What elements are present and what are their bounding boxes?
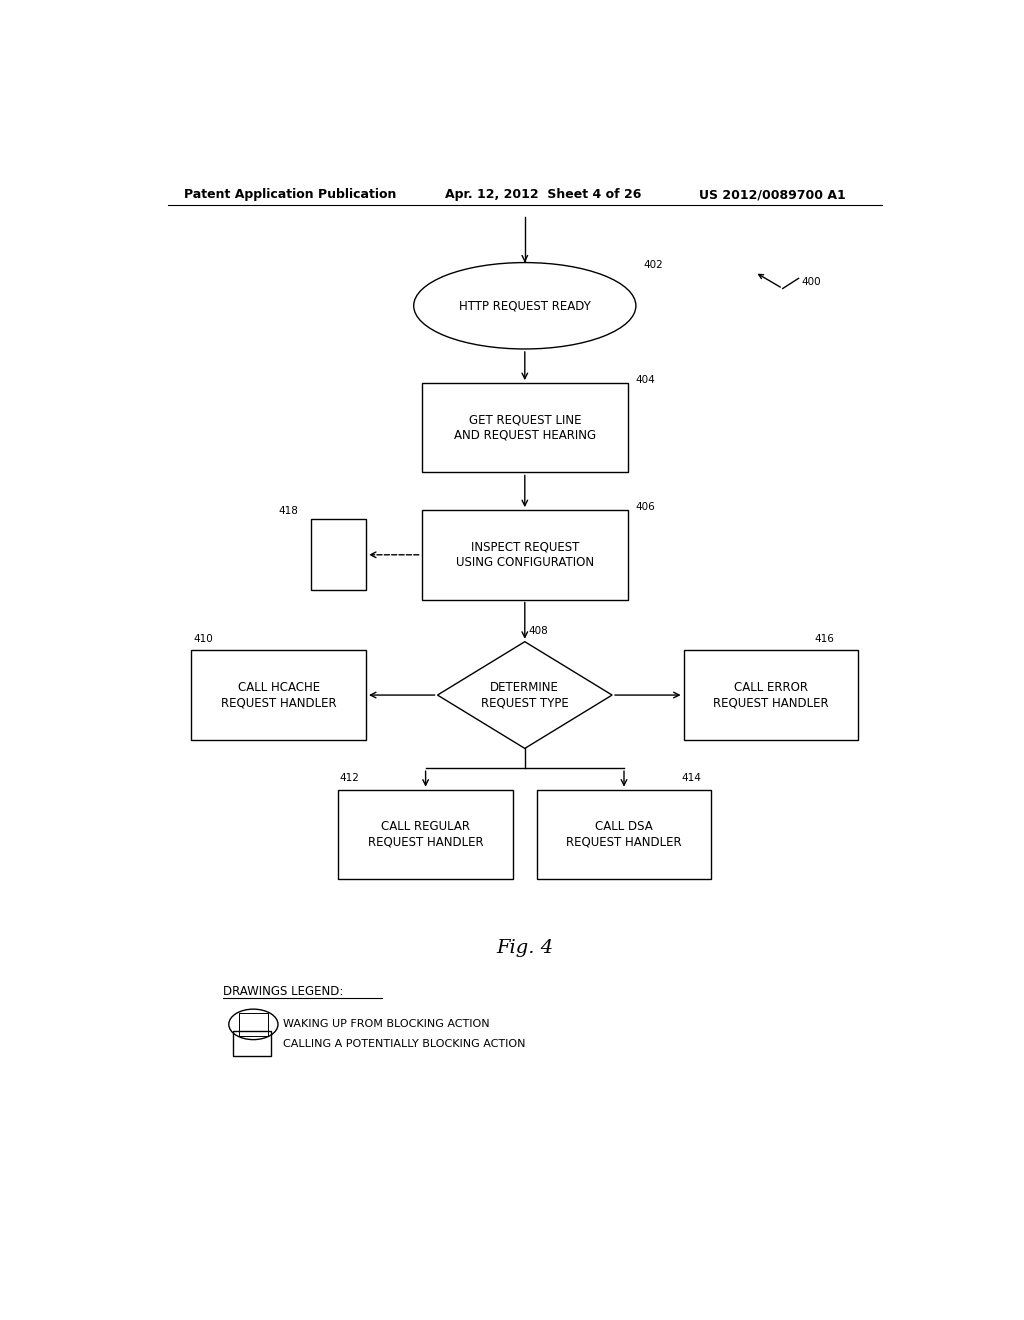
Text: DETERMINE
REQUEST TYPE: DETERMINE REQUEST TYPE: [481, 681, 568, 709]
Text: Apr. 12, 2012  Sheet 4 of 26: Apr. 12, 2012 Sheet 4 of 26: [445, 189, 642, 202]
Text: Patent Application Publication: Patent Application Publication: [183, 189, 396, 202]
Text: GET REQUEST LINE
AND REQUEST HEARING: GET REQUEST LINE AND REQUEST HEARING: [454, 413, 596, 442]
Text: INSPECT REQUEST
USING CONFIGURATION: INSPECT REQUEST USING CONFIGURATION: [456, 541, 594, 569]
Text: HTTP REQUEST READY: HTTP REQUEST READY: [459, 300, 591, 313]
Text: 418: 418: [279, 506, 299, 516]
Text: US 2012/0089700 A1: US 2012/0089700 A1: [699, 189, 846, 202]
Text: 412: 412: [340, 774, 359, 784]
Text: 402: 402: [644, 260, 664, 269]
Text: CALLING A POTENTIALLY BLOCKING ACTION: CALLING A POTENTIALLY BLOCKING ACTION: [283, 1039, 525, 1048]
Text: 406: 406: [636, 502, 655, 512]
Text: 414: 414: [681, 774, 701, 784]
Text: 404: 404: [636, 375, 655, 385]
Text: CALL REGULAR
REQUEST HANDLER: CALL REGULAR REQUEST HANDLER: [368, 820, 483, 849]
Text: 408: 408: [528, 626, 549, 635]
Text: CALL ERROR
REQUEST HANDLER: CALL ERROR REQUEST HANDLER: [713, 681, 828, 709]
Text: WAKING UP FROM BLOCKING ACTION: WAKING UP FROM BLOCKING ACTION: [283, 1019, 489, 1030]
Text: CALL HCACHE
REQUEST HANDLER: CALL HCACHE REQUEST HANDLER: [221, 681, 337, 709]
Text: Fig. 4: Fig. 4: [497, 940, 553, 957]
Text: 410: 410: [194, 634, 213, 644]
Text: CALL DSA
REQUEST HANDLER: CALL DSA REQUEST HANDLER: [566, 820, 682, 849]
Text: DRAWINGS LEGEND:: DRAWINGS LEGEND:: [223, 985, 344, 998]
Text: 416: 416: [814, 634, 835, 644]
Text: 400: 400: [801, 277, 820, 288]
